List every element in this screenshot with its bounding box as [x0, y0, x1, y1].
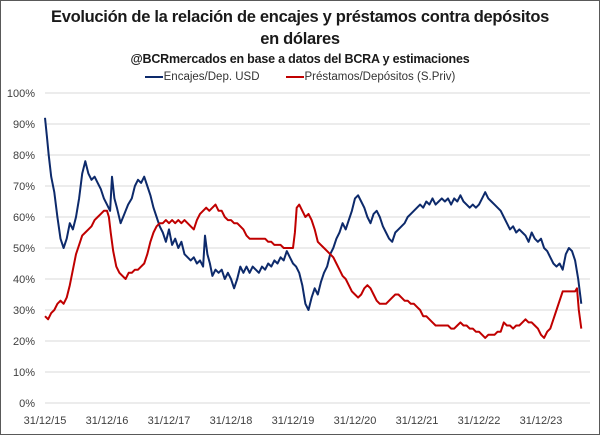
series-line-prestamos	[44, 203, 583, 339]
y-tick-label: 20%	[13, 336, 35, 348]
x-tick-label: 31/12/22	[458, 415, 501, 427]
series-line-encajes	[44, 117, 583, 311]
x-tick-label: 31/12/19	[272, 415, 315, 427]
legend: Encajes/Dep. USD Préstamos/Depósitos (S.…	[0, 71, 600, 83]
y-tick-label: 100%	[7, 88, 35, 100]
x-tick-label: 31/12/15	[24, 415, 67, 427]
x-tick-label: 31/12/16	[86, 415, 129, 427]
legend-item-prestamos: Préstamos/Depósitos (S.Priv)	[285, 71, 456, 83]
x-tick-label: 31/12/21	[396, 415, 439, 427]
y-axis-ticks: 0% 10% 20% 30% 40% 50% 60% 70% 80% 90% 100%	[7, 88, 35, 410]
y-tick-label: 80%	[13, 150, 35, 162]
legend-item-encajes: Encajes/Dep. USD	[144, 71, 260, 83]
y-tick-label: 40%	[13, 274, 35, 286]
series-lines	[44, 117, 583, 339]
x-tick-label: 31/12/18	[210, 415, 253, 427]
chart-subtitle: @BCRmercados en base a datos del BCRA y …	[130, 52, 470, 66]
x-axis-ticks: 31/12/15 31/12/16 31/12/17 31/12/18 31/12/19…	[24, 415, 563, 427]
chart-title-line-2: en dólares	[260, 30, 340, 48]
y-tick-label: 50%	[13, 243, 35, 255]
chart-title-line-1: Evolución de la relación de encajes y pr…	[51, 8, 549, 26]
legend-label-prestamos: Préstamos/Depósitos (S.Priv)	[304, 71, 456, 83]
y-tick-label: 0%	[19, 398, 35, 410]
y-tick-label: 60%	[13, 212, 35, 224]
y-tick-label: 10%	[13, 367, 35, 379]
x-tick-label: 31/12/20	[334, 415, 377, 427]
legend-swatch-prestamos	[285, 75, 304, 79]
x-tick-label: 31/12/23	[520, 415, 563, 427]
legend-swatch-encajes	[144, 75, 163, 79]
y-tick-label: 30%	[13, 305, 35, 317]
legend-label-encajes: Encajes/Dep. USD	[163, 71, 260, 83]
gridlines	[45, 92, 590, 404]
y-tick-label: 90%	[13, 119, 35, 131]
y-tick-label: 70%	[13, 181, 35, 193]
x-tick-label: 31/12/17	[148, 415, 191, 427]
